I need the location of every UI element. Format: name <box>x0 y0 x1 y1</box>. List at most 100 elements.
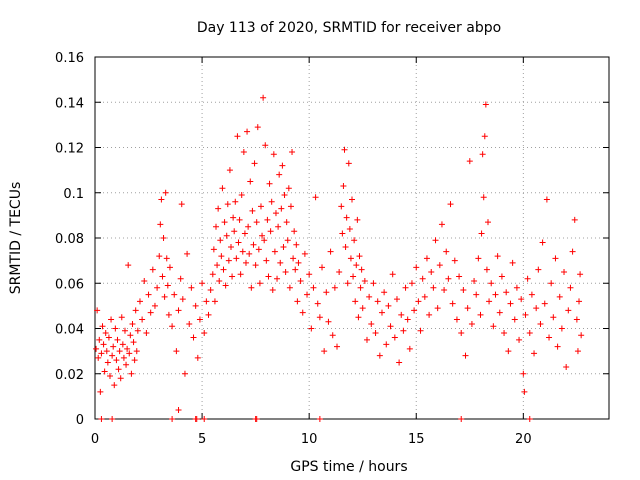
data-point <box>287 203 294 210</box>
data-point <box>419 275 426 282</box>
data-point <box>480 194 487 201</box>
data-point <box>319 264 326 271</box>
data-point <box>179 296 186 303</box>
data-point <box>374 298 381 305</box>
y-tick-label: 0.16 <box>55 51 84 66</box>
data-point <box>363 336 370 343</box>
data-point <box>143 330 150 337</box>
y-tick-label: 0.08 <box>55 232 84 247</box>
data-point <box>96 336 103 343</box>
grid-lines <box>95 57 609 419</box>
data-point <box>252 262 259 269</box>
data-point <box>301 250 308 257</box>
data-point <box>263 257 270 264</box>
data-point <box>381 289 388 296</box>
data-point <box>561 268 568 275</box>
data-point <box>93 345 100 352</box>
data-point <box>109 352 116 359</box>
data-point <box>432 237 439 244</box>
data-point <box>171 291 178 298</box>
data-point <box>181 370 188 377</box>
data-point <box>162 189 169 196</box>
data-point <box>509 259 516 266</box>
data-point <box>215 205 222 212</box>
data-point <box>147 309 154 316</box>
data-point <box>478 230 485 237</box>
data-point <box>430 284 437 291</box>
data-point <box>297 277 304 284</box>
data-point <box>543 196 550 203</box>
data-point <box>533 305 540 312</box>
data-point <box>299 309 306 316</box>
data-point <box>238 192 245 199</box>
data-point <box>286 284 293 291</box>
y-tick-label: 0.04 <box>55 323 84 338</box>
data-point <box>578 332 585 339</box>
data-point <box>196 316 203 323</box>
data-point <box>576 298 583 305</box>
data-point <box>141 277 148 284</box>
data-point <box>434 305 441 312</box>
data-point <box>111 382 118 389</box>
data-point <box>475 255 482 262</box>
data-point <box>349 196 355 203</box>
data-point <box>184 250 191 257</box>
data-point <box>257 203 264 210</box>
data-point <box>574 348 581 355</box>
data-point <box>279 162 286 169</box>
data-point <box>160 235 167 241</box>
data-point <box>231 228 238 235</box>
data-point <box>193 416 200 422</box>
data-point <box>347 255 354 262</box>
data-point <box>481 133 488 140</box>
data-point <box>306 271 313 278</box>
x-tick-label: 15 <box>408 432 425 447</box>
data-point <box>223 232 230 239</box>
data-point <box>164 282 171 289</box>
data-point <box>368 320 375 327</box>
data-point <box>278 205 285 212</box>
data-point <box>266 180 273 187</box>
data-point <box>577 271 584 278</box>
data-point <box>158 196 165 203</box>
data-point <box>443 248 450 255</box>
axis-ticks: 0 0.02 0.04 0.06 0.08 0.1 0.12 0.14 0.16 0 5 10 15 20 <box>55 51 609 447</box>
data-point <box>282 268 289 275</box>
data-point <box>109 416 116 422</box>
data-point <box>260 94 267 101</box>
data-point <box>404 316 411 323</box>
data-point <box>112 325 119 332</box>
data-point <box>484 219 491 226</box>
data-point <box>331 284 338 291</box>
data-point <box>372 330 379 337</box>
data-point <box>188 284 195 291</box>
x-tick-label: 20 <box>515 432 532 447</box>
data-point <box>249 207 256 214</box>
data-point <box>124 345 131 352</box>
data-point <box>387 323 394 330</box>
data-point <box>558 325 565 332</box>
data-point <box>99 323 106 330</box>
data-point <box>541 300 548 307</box>
data-point <box>277 259 284 266</box>
data-point <box>163 255 170 262</box>
y-tick-label: 0.06 <box>55 277 84 292</box>
data-point <box>105 334 112 341</box>
data-point <box>550 314 557 321</box>
data-point <box>236 216 243 223</box>
data-point <box>281 192 288 199</box>
data-point <box>237 271 244 278</box>
data-point <box>357 284 364 291</box>
data-point <box>361 277 368 284</box>
data-point <box>217 237 224 244</box>
data-point <box>129 320 136 327</box>
y-tick-label: 0.02 <box>55 368 84 383</box>
y-tick-label: 0.12 <box>55 142 84 157</box>
data-point <box>456 273 463 280</box>
data-point <box>227 244 234 251</box>
data-point <box>108 316 115 323</box>
data-point <box>353 262 360 269</box>
data-point <box>426 311 433 318</box>
data-point <box>552 255 559 262</box>
data-point <box>329 332 336 339</box>
